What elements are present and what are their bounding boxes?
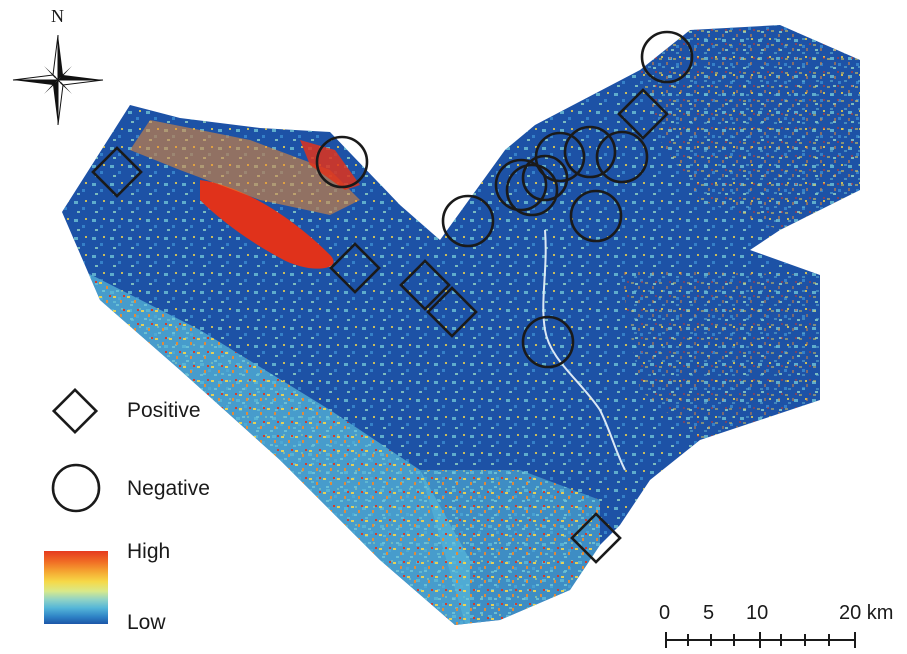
negative-marker <box>505 163 559 217</box>
positive-marker <box>617 88 669 140</box>
scale-label-10: 10 <box>746 602 769 624</box>
negative-markers <box>315 30 694 369</box>
negative-marker <box>441 194 495 248</box>
scale-bar <box>665 632 856 648</box>
positive-marker <box>570 512 622 564</box>
legend-negative-symbol <box>51 463 101 513</box>
negative-marker <box>521 315 575 369</box>
east-block-mixed <box>620 270 820 440</box>
scale-label-5: 5 <box>703 602 715 624</box>
scale-label-20km: 20 km <box>839 602 894 624</box>
positive-marker <box>329 242 381 294</box>
scale-label-0: 0 <box>659 602 671 624</box>
north-label: N <box>51 6 64 26</box>
negative-marker <box>569 189 623 243</box>
negative-marker <box>563 125 617 179</box>
legend-positive-label: Positive <box>127 399 201 422</box>
northwest-ridge-orange <box>130 120 360 215</box>
legend-positive-symbol <box>51 387 99 435</box>
negative-marker <box>595 130 649 184</box>
negative-marker <box>534 131 586 183</box>
negative-marker <box>494 158 548 212</box>
compass-rose-icon <box>12 34 104 126</box>
legend-high-label: High <box>127 540 171 563</box>
legend-low-label: Low <box>127 611 166 634</box>
legend-negative-label: Negative <box>127 477 210 500</box>
negative-marker <box>315 135 369 189</box>
northwest-high-ridge <box>200 180 334 269</box>
legend-color-ramp <box>44 551 108 624</box>
negative-marker <box>640 30 694 84</box>
north-edge-red <box>300 140 360 190</box>
positive-marker <box>426 286 478 338</box>
ne-corner-mixed <box>640 25 860 230</box>
positive-markers <box>91 88 669 564</box>
positive-marker <box>91 146 143 198</box>
positive-marker <box>399 259 451 311</box>
negative-marker <box>521 154 569 202</box>
